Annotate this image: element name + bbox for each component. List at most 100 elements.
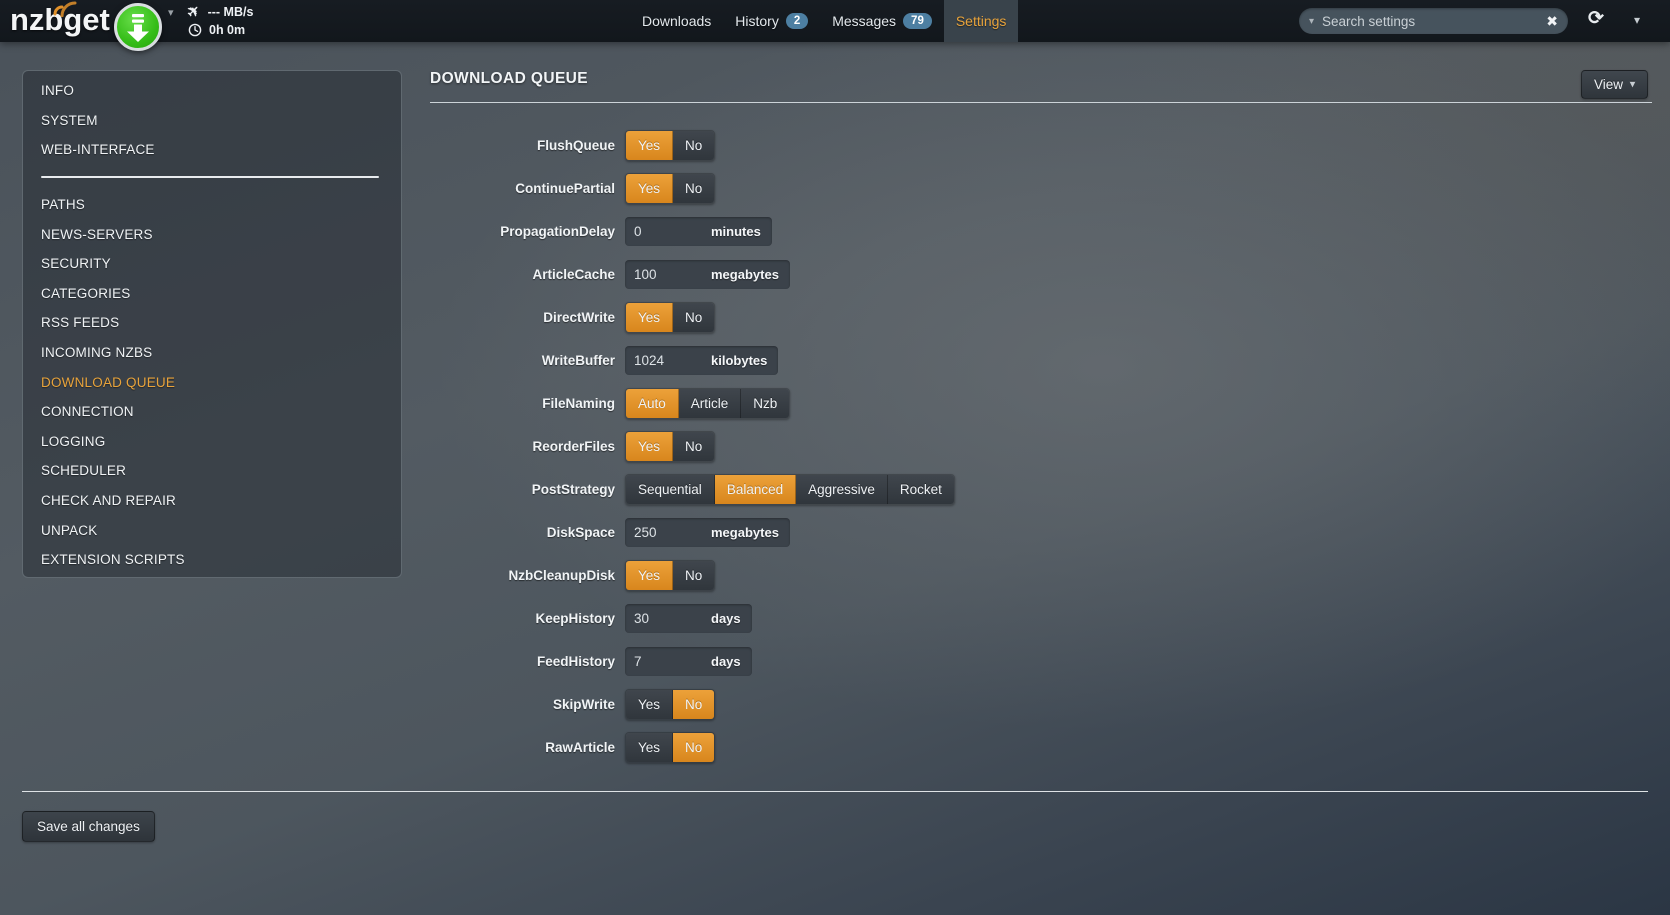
setting-input-diskspace[interactable] xyxy=(625,525,711,540)
toggle-group-reorderfiles: Yes No xyxy=(625,431,716,462)
download-menu-caret-icon[interactable]: ▾ xyxy=(168,7,174,19)
setting-row-writebuffer: WriteBuffer kilobytes xyxy=(430,346,1652,375)
nav-tab-label: History xyxy=(735,13,779,29)
setting-label: ContinuePartial xyxy=(515,181,615,196)
count-badge: 79 xyxy=(903,13,932,29)
setting-row-poststrategy: PostStrategy Sequential Balanced Aggressive… xyxy=(430,474,1652,505)
setting-row-flushqueue: FlushQueue Yes No xyxy=(430,130,1652,161)
setting-row-feedhistory: FeedHistory days xyxy=(430,647,1652,676)
setting-row-rawarticle: RawArticle Yes No xyxy=(430,732,1652,763)
nav-tab-downloads[interactable]: Downloads xyxy=(630,0,723,42)
sidebar-item-news-servers[interactable]: NEWS-SERVERS xyxy=(41,226,153,242)
sidebar-item-security[interactable]: SECURITY xyxy=(41,256,111,272)
sidebar-item-logging[interactable]: LOGGING xyxy=(41,433,106,449)
option-poststrategy-balanced[interactable]: Balanced xyxy=(714,475,797,504)
option-flushqueue-yes[interactable]: Yes xyxy=(626,131,674,160)
option-skipwrite-no[interactable]: No xyxy=(673,690,715,719)
option-poststrategy-sequential[interactable]: Sequential xyxy=(626,475,715,504)
setting-label: RawArticle xyxy=(545,740,615,755)
setting-input-keephistory[interactable] xyxy=(625,611,711,626)
navbar-menu-caret-icon[interactable]: ▾ xyxy=(1634,13,1641,27)
sidebar-item-system[interactable]: SYSTEM xyxy=(41,112,98,128)
speed-text: --- MB/s xyxy=(207,5,254,19)
option-filenaming-article[interactable]: Article xyxy=(678,389,742,418)
toggle-group-poststrategy: Sequential Balanced Aggressive Rocket xyxy=(625,474,955,505)
setting-label: FileNaming xyxy=(542,396,615,411)
setting-label: PostStrategy xyxy=(531,482,615,497)
option-reorderfiles-no[interactable]: No xyxy=(673,432,715,461)
top-navbar: nzbget ▾ ✈ --- MB/s 0 xyxy=(0,0,1670,51)
option-flushqueue-no[interactable]: No xyxy=(673,131,715,160)
search-clear-icon[interactable]: ✖ xyxy=(1546,12,1558,29)
option-continuepartial-no[interactable]: No xyxy=(673,174,715,203)
sidebar-item-info[interactable]: INFO xyxy=(41,83,75,99)
setting-label: DiskSpace xyxy=(546,525,615,540)
option-rawarticle-no[interactable]: No xyxy=(673,733,715,762)
option-nzbcleanupdisk-no[interactable]: No xyxy=(673,561,715,590)
option-poststrategy-rocket[interactable]: Rocket xyxy=(887,475,954,504)
time-left-text: 0h 0m xyxy=(209,23,246,37)
setting-label: FlushQueue xyxy=(536,138,615,153)
view-button-label: View xyxy=(1593,77,1623,92)
search-input[interactable] xyxy=(1322,13,1541,29)
sidebar-item-incoming-nzbs[interactable]: INCOMING NZBS xyxy=(41,345,153,361)
setting-row-propagationdelay: PropagationDelay minutes xyxy=(430,217,1652,246)
sidebar-item-scheduler[interactable]: SCHEDULER xyxy=(41,463,127,479)
unit-label: megabytes xyxy=(711,267,779,282)
unit-label: minutes xyxy=(711,224,761,239)
toggle-group-rawarticle: Yes No xyxy=(625,732,716,763)
setting-label: DirectWrite xyxy=(543,310,615,325)
toggle-group-filenaming: Auto Article Nzb xyxy=(625,388,791,419)
input-group-propagationdelay: minutes xyxy=(625,217,772,246)
setting-label: WriteBuffer xyxy=(541,353,615,368)
download-arrow-icon xyxy=(127,14,149,42)
refresh-icon[interactable]: ⟳ xyxy=(1588,8,1604,29)
download-toggle-button[interactable] xyxy=(114,3,162,51)
option-directwrite-yes[interactable]: Yes xyxy=(626,303,674,332)
sidebar-item-web-interface[interactable]: WEB-INTERFACE xyxy=(41,142,155,158)
option-poststrategy-aggressive[interactable]: Aggressive xyxy=(796,475,888,504)
option-continuepartial-yes[interactable]: Yes xyxy=(626,174,674,203)
content-header: DOWNLOAD QUEUE View ▾ xyxy=(430,60,1652,103)
toggle-group-directwrite: Yes No xyxy=(625,302,716,333)
option-directwrite-no[interactable]: No xyxy=(673,303,715,332)
nav-tab-label: Downloads xyxy=(642,13,712,29)
option-filenaming-auto[interactable]: Auto xyxy=(626,389,679,418)
status-block: ✈ --- MB/s 0h 0m xyxy=(183,1,254,39)
sidebar-item-rss-feeds[interactable]: RSS FEEDS xyxy=(41,315,120,331)
view-button[interactable]: View ▾ xyxy=(1580,70,1648,99)
sidebar-item-download-queue[interactable]: DOWNLOAD QUEUE xyxy=(41,374,176,390)
unit-label: days xyxy=(711,654,741,669)
option-rawarticle-yes[interactable]: Yes xyxy=(626,733,674,762)
setting-input-articlecache[interactable] xyxy=(625,267,711,282)
sidebar-item-extension-scripts[interactable]: EXTENSION SCRIPTS xyxy=(41,552,185,568)
sidebar-item-unpack[interactable]: UNPACK xyxy=(41,522,98,538)
settings-sidebar: INFO SYSTEM WEB-INTERFACE PATHS NEWS-SERVERS… xyxy=(22,70,402,578)
setting-input-writebuffer[interactable] xyxy=(625,353,711,368)
nav-tab-history[interactable]: History 2 xyxy=(723,0,820,42)
option-skipwrite-yes[interactable]: Yes xyxy=(626,690,674,719)
unit-label: kilobytes xyxy=(711,353,768,368)
option-filenaming-nzb[interactable]: Nzb xyxy=(741,389,790,418)
setting-row-articlecache: ArticleCache megabytes xyxy=(430,260,1652,289)
option-nzbcleanupdisk-yes[interactable]: Yes xyxy=(626,561,674,590)
setting-input-propagationdelay[interactable] xyxy=(625,224,711,239)
sidebar-item-check-and-repair[interactable]: CHECK AND REPAIR xyxy=(41,493,176,509)
option-reorderfiles-yes[interactable]: Yes xyxy=(626,432,674,461)
sidebar-item-connection[interactable]: CONNECTION xyxy=(41,404,134,420)
input-group-diskspace: megabytes xyxy=(625,518,790,547)
sidebar-item-categories[interactable]: CATEGORIES xyxy=(41,285,131,301)
nav-tab-settings[interactable]: Settings xyxy=(943,0,1019,42)
sidebar-item-paths[interactable]: PATHS xyxy=(41,197,86,213)
setting-row-continuepartial: ContinuePartial Yes No xyxy=(430,173,1652,204)
setting-input-feedhistory[interactable] xyxy=(625,654,711,669)
setting-row-reorderfiles: ReorderFiles Yes No xyxy=(430,431,1652,462)
setting-label: SkipWrite xyxy=(552,697,615,712)
setting-row-keephistory: KeepHistory days xyxy=(430,604,1652,633)
setting-label: PropagationDelay xyxy=(500,224,615,239)
save-all-button[interactable]: Save all changes xyxy=(22,811,155,842)
nav-tab-messages[interactable]: Messages 79 xyxy=(820,0,944,42)
search-scope-caret-icon[interactable]: ▾ xyxy=(1309,15,1315,27)
footer-divider xyxy=(22,791,1648,792)
